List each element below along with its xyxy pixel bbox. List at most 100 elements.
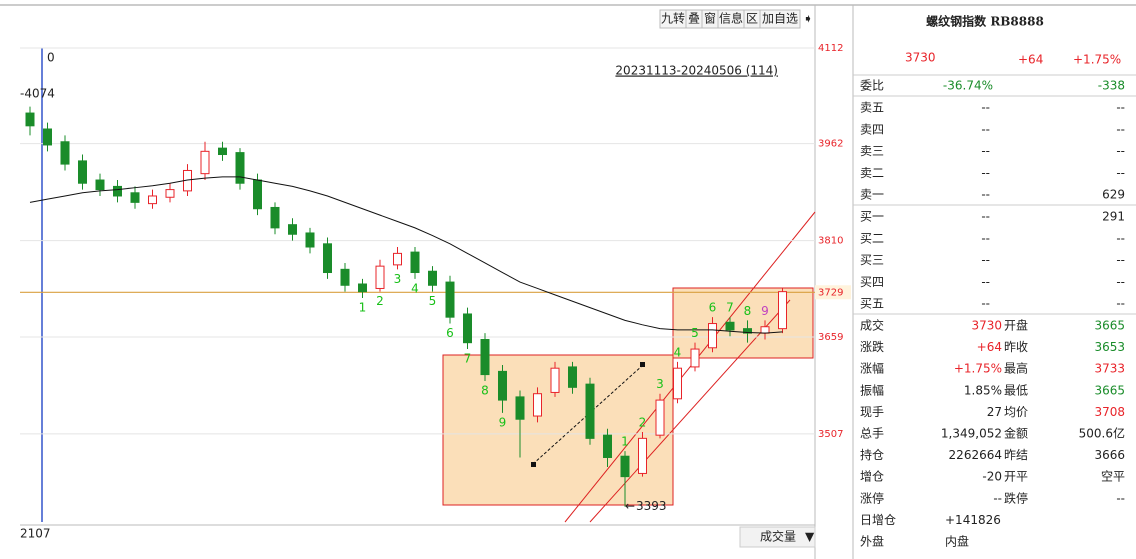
candle-body — [550, 367, 560, 393]
volume-selector-label[interactable]: 成交量 — [760, 529, 796, 544]
book-price: -- — [981, 231, 990, 245]
book-volume: -- — [1116, 122, 1125, 136]
y-tick-label: 3507 — [818, 429, 843, 440]
low-marker: 3393 — [636, 499, 667, 513]
nine-turn-label: 9 — [499, 415, 507, 429]
candle-body — [498, 370, 507, 401]
book-price: -- — [981, 144, 990, 158]
stat-value: -- — [1116, 491, 1125, 505]
dropdown-arrow: ▼ — [805, 530, 815, 544]
book-label: 卖三 — [860, 144, 884, 158]
candle-body — [603, 434, 612, 458]
candle-body — [25, 112, 35, 127]
book-label: 卖四 — [860, 122, 884, 136]
low-arrow: ← — [625, 499, 635, 513]
candle-body — [253, 179, 262, 210]
stat-label: 振幅 — [860, 382, 884, 397]
book-volume: -- — [1116, 253, 1125, 267]
nine-turn-label: 8 — [481, 383, 489, 397]
nine-turn-label: 6 — [709, 301, 717, 315]
candle-body — [43, 128, 52, 146]
toolbar-label[interactable]: 叠 — [688, 12, 700, 26]
book-label: 买三 — [860, 253, 884, 267]
candle-body — [148, 195, 157, 205]
toolbar-label[interactable]: 九转 — [661, 11, 685, 26]
stat-label: 均价 — [1004, 405, 1028, 419]
candle-body — [375, 265, 385, 289]
candle-body — [445, 281, 455, 318]
nine-turn-label: 8 — [744, 304, 752, 318]
volume-selector[interactable] — [739, 526, 816, 548]
trend-point — [640, 362, 645, 367]
toolbar-button[interactable] — [759, 9, 801, 29]
stat-label: 开平 — [1004, 470, 1028, 484]
stat-label: 跌停 — [1004, 490, 1028, 505]
candle-body — [708, 323, 717, 349]
book-label: 买四 — [860, 275, 884, 289]
range-box — [672, 287, 814, 359]
stat-label: 昨收 — [1004, 340, 1028, 354]
candle-body — [78, 160, 87, 184]
book-label: 买一 — [860, 210, 884, 224]
stat-label: 成交 — [860, 318, 884, 333]
candle-body — [638, 437, 647, 474]
toolbar-label[interactable]: 信息 — [719, 11, 743, 26]
candle-body — [218, 147, 227, 156]
quote-title: 螺纹钢指数 RB8888 — [926, 14, 1044, 29]
toolbar-label[interactable]: 加自选 — [762, 12, 798, 26]
candle-body — [393, 252, 402, 266]
candle-body — [270, 206, 280, 229]
book-price: -- — [981, 101, 990, 115]
toolbar-label[interactable]: 区 — [746, 12, 758, 26]
stat-value: 500.6亿 — [1079, 426, 1125, 441]
stat-value: 空平 — [1101, 470, 1125, 484]
stat-label: 金额 — [1004, 426, 1028, 441]
left-label: -4074 — [20, 87, 55, 101]
quote-price: 3730 — [905, 51, 936, 65]
book-volume: -- — [1116, 275, 1125, 289]
stat-value: +1.75% — [954, 362, 1002, 376]
book-price: -- — [981, 166, 990, 180]
order-ratio-pct: -36.74% — [943, 79, 993, 93]
stat-label: 现手 — [860, 405, 884, 419]
stat-value: -20 — [982, 470, 1002, 484]
nine-turn-label: 4 — [674, 345, 682, 359]
price-line-label: 3729 — [818, 287, 843, 298]
quote-change-pct: +1.75% — [1073, 53, 1121, 67]
trend-point — [531, 462, 536, 467]
stat-value: 3665 — [1094, 383, 1125, 397]
nine-turn-label: 1 — [621, 435, 629, 449]
book-price: -- — [981, 210, 990, 224]
nine-turn-label: 7 — [464, 352, 472, 366]
stat-label: 开盘 — [1004, 318, 1028, 333]
stat-value: 1,349,052 — [941, 427, 1002, 441]
candle-body — [95, 179, 105, 191]
book-price: -- — [981, 188, 990, 202]
stat-label: 最高 — [1004, 361, 1028, 376]
stat-label: 最低 — [1004, 383, 1028, 397]
candle-body — [323, 243, 332, 274]
book-label: 卖二 — [860, 166, 884, 180]
candle-body — [130, 192, 140, 203]
candle-body — [305, 232, 315, 248]
candle-body — [165, 189, 175, 198]
stat-label: 总手 — [860, 427, 884, 441]
stat-value: 3730 — [971, 319, 1002, 333]
stat-value: -- — [993, 491, 1002, 505]
book-price: -- — [981, 253, 990, 267]
candle-body — [743, 328, 752, 334]
toolbar-label[interactable]: 窗 — [704, 12, 716, 26]
book-label: 买二 — [860, 231, 884, 245]
book-label: 卖五 — [860, 101, 884, 115]
nine-turn-label: 9 — [761, 304, 769, 318]
book-label: 买五 — [860, 297, 884, 311]
candle-body — [568, 366, 577, 388]
row-label: 委比 — [860, 79, 884, 93]
candle-body — [480, 338, 490, 376]
stat-label: 日增仓 — [860, 513, 896, 527]
y-tick-label: 3810 — [818, 236, 843, 247]
nine-turn-label: 3 — [656, 377, 664, 391]
candle-body — [358, 283, 367, 293]
book-price: -- — [981, 122, 990, 136]
candle-body — [690, 348, 700, 368]
